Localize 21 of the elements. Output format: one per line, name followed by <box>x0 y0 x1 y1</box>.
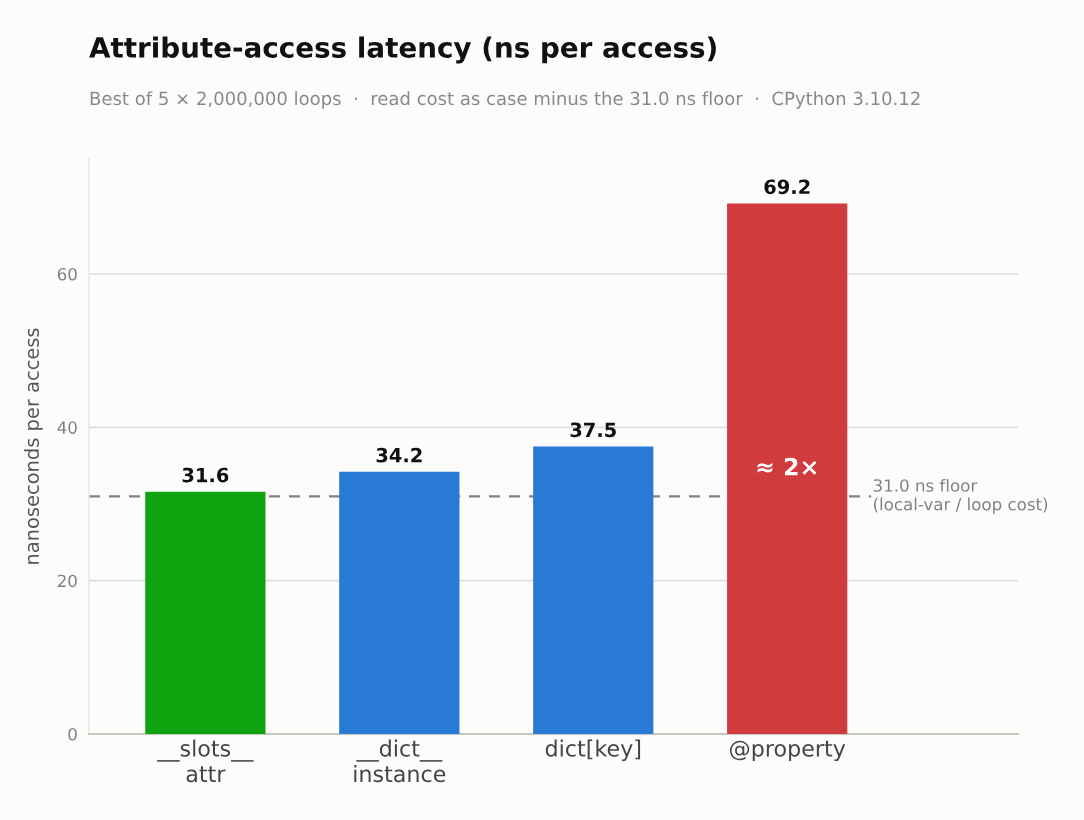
data-label: 31.6 <box>182 467 229 483</box>
y-tick-label: 0 <box>68 727 77 741</box>
y-tick-label: 20 <box>57 574 77 588</box>
bar <box>727 203 848 734</box>
x-tick-label: __slots__ attr <box>157 739 254 783</box>
bar <box>339 471 460 734</box>
ref-line-label: 31.0 ns floor (local-var / loop cost) <box>873 478 1048 514</box>
x-tick-label: __dict__ instance <box>354 739 446 783</box>
x-tick-label: @property <box>730 740 846 762</box>
annotation: ≈ 2× <box>757 457 817 476</box>
chart-title: Attribute-access latency (ns per access) <box>89 36 716 64</box>
y-axis-title: nanoseconds per access <box>23 328 43 564</box>
data-label: 37.5 <box>570 422 616 438</box>
y-tick-label: 60 <box>57 267 77 281</box>
data-label: 69.2 <box>764 179 810 195</box>
y-tick-label: 40 <box>57 421 77 434</box>
x-tick-label: dict[key] <box>545 739 641 762</box>
bar <box>533 446 654 734</box>
bar <box>145 491 266 734</box>
chart-subtitle: Best of 5 × 2,000,000 loops · read cost as case minus the 31.0 ns floor · CPython 3.10.12 <box>90 91 920 109</box>
data-label: 34.2 <box>376 447 422 463</box>
